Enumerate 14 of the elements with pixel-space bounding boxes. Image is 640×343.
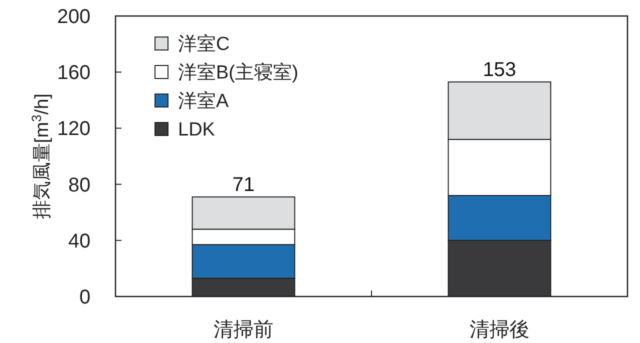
- y-tick-label: 40: [68, 230, 90, 252]
- legend-label: 洋室A: [178, 90, 229, 112]
- legend-label: 洋室C: [178, 33, 230, 55]
- y-tick-label: 120: [57, 118, 90, 140]
- y-tick-label: 160: [57, 62, 90, 84]
- legend-label: LDK: [178, 120, 216, 140]
- total-label: 153: [482, 58, 516, 81]
- total-label: 71: [232, 174, 255, 196]
- legend-label: 洋室B(主寝室): [178, 62, 298, 84]
- x-tick-label: 清掃後: [470, 319, 530, 341]
- x-tick-label: 清掃前: [214, 319, 274, 341]
- y-tick-label: 80: [68, 174, 90, 196]
- y-tick-label: 200: [57, 6, 90, 28]
- y-tick-label: 0: [79, 286, 90, 308]
